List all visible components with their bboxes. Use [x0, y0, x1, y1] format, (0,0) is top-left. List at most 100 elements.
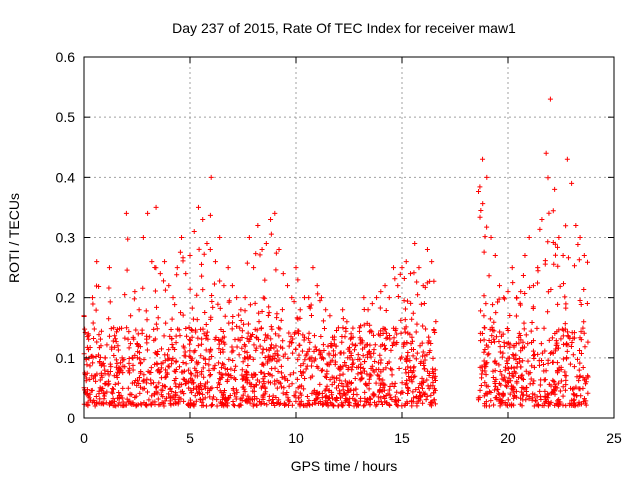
data-point — [179, 235, 185, 240]
data-point — [109, 386, 115, 392]
data-point — [321, 347, 327, 353]
data-point — [177, 333, 183, 339]
data-point — [263, 241, 269, 247]
data-point — [374, 295, 380, 301]
data-point — [560, 402, 566, 408]
data-point — [570, 335, 576, 341]
data-point — [578, 401, 584, 407]
data-point — [314, 395, 320, 401]
data-point — [547, 401, 553, 407]
data-point — [484, 224, 490, 230]
data-point — [133, 393, 139, 399]
data-point — [264, 335, 270, 341]
data-point — [250, 356, 256, 362]
data-point — [546, 337, 552, 343]
data-point — [102, 371, 108, 377]
data-point — [552, 331, 558, 337]
data-point — [306, 330, 312, 336]
data-point — [373, 380, 379, 386]
data-point — [207, 349, 213, 355]
data-point — [108, 400, 114, 406]
data-point — [268, 336, 274, 342]
data-point — [225, 265, 231, 271]
data-point — [156, 369, 162, 375]
data-point — [429, 259, 435, 265]
data-point — [209, 402, 215, 408]
data-point — [564, 348, 570, 354]
data-point — [535, 351, 541, 357]
data-point — [367, 401, 373, 407]
data-point — [392, 399, 398, 405]
data-point — [223, 396, 229, 402]
data-point — [478, 207, 484, 213]
data-point — [226, 298, 232, 304]
data-point — [324, 371, 330, 377]
data-point — [565, 329, 571, 335]
data-point — [100, 360, 106, 366]
data-point — [477, 387, 483, 393]
data-point — [308, 363, 314, 369]
data-point — [108, 364, 114, 370]
data-point — [117, 326, 123, 332]
data-point — [87, 344, 93, 350]
data-point — [221, 283, 227, 289]
data-point — [262, 391, 268, 397]
data-point — [419, 382, 425, 388]
data-point — [364, 399, 370, 405]
data-point — [193, 368, 199, 374]
data-point — [240, 359, 246, 365]
data-point — [302, 402, 308, 408]
data-point — [337, 390, 343, 396]
data-point — [532, 397, 538, 403]
data-point — [175, 399, 181, 405]
data-point — [413, 356, 419, 362]
data-point — [539, 216, 545, 222]
data-point — [206, 367, 212, 373]
y-tick-label: 0.1 — [56, 350, 76, 366]
data-point — [422, 366, 428, 372]
data-point — [201, 251, 207, 257]
data-point — [374, 372, 380, 378]
data-point — [191, 228, 197, 234]
data-point — [320, 402, 326, 408]
data-point — [369, 301, 375, 307]
data-point — [561, 281, 566, 287]
data-point — [116, 400, 122, 406]
data-point — [245, 321, 251, 327]
data-point — [203, 361, 209, 367]
data-point — [161, 403, 167, 409]
data-point — [309, 401, 315, 407]
data-point — [242, 308, 248, 314]
data-point — [523, 332, 529, 338]
data-point — [577, 347, 583, 353]
data-point — [251, 265, 257, 271]
data-point — [244, 335, 250, 341]
data-point — [194, 361, 200, 367]
data-point — [226, 356, 232, 362]
data-point — [506, 340, 512, 346]
data-point — [173, 359, 179, 365]
data-point — [486, 337, 492, 343]
data-point — [194, 317, 200, 323]
data-point — [181, 398, 187, 404]
data-point — [287, 339, 293, 345]
data-point — [416, 265, 422, 271]
data-point — [304, 393, 310, 399]
data-point — [415, 292, 421, 298]
data-point — [581, 377, 587, 383]
data-point — [395, 397, 401, 403]
data-point — [275, 368, 281, 374]
data-point — [209, 293, 215, 299]
data-point — [531, 353, 537, 359]
data-point — [550, 350, 556, 356]
data-point — [269, 342, 275, 348]
data-point — [174, 265, 180, 271]
data-point — [167, 333, 173, 339]
data-point — [563, 382, 569, 388]
data-point — [509, 403, 515, 409]
data-point — [585, 390, 591, 396]
data-point — [239, 376, 245, 382]
chart-title: Day 237 of 2015, Rate Of TEC Index for r… — [172, 20, 516, 36]
data-point — [207, 212, 213, 218]
data-point — [493, 376, 499, 382]
